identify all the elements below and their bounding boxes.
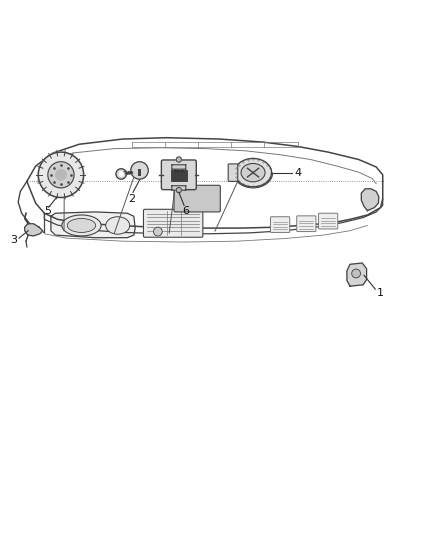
FancyBboxPatch shape	[228, 164, 238, 181]
Ellipse shape	[234, 158, 272, 187]
FancyBboxPatch shape	[172, 185, 186, 190]
Ellipse shape	[62, 215, 101, 236]
Polygon shape	[347, 263, 367, 286]
Circle shape	[131, 161, 148, 179]
Text: 3: 3	[10, 235, 17, 245]
FancyBboxPatch shape	[174, 185, 220, 212]
Circle shape	[352, 269, 360, 278]
Text: SQUIB: SQUIB	[173, 168, 184, 173]
Ellipse shape	[67, 219, 95, 232]
Circle shape	[56, 169, 66, 180]
Bar	[171, 170, 187, 181]
FancyBboxPatch shape	[318, 213, 338, 229]
FancyBboxPatch shape	[297, 216, 316, 231]
Polygon shape	[361, 189, 379, 211]
Ellipse shape	[106, 217, 130, 234]
Text: 5: 5	[44, 206, 51, 216]
Circle shape	[119, 172, 124, 176]
Text: 6: 6	[182, 206, 189, 216]
FancyBboxPatch shape	[144, 209, 203, 237]
Circle shape	[176, 188, 181, 193]
Polygon shape	[25, 224, 42, 236]
Circle shape	[38, 152, 84, 198]
FancyBboxPatch shape	[172, 164, 186, 169]
FancyBboxPatch shape	[161, 160, 196, 190]
Circle shape	[116, 169, 127, 179]
Bar	[138, 169, 141, 176]
Circle shape	[48, 161, 74, 188]
FancyBboxPatch shape	[271, 217, 290, 232]
Text: 2: 2	[128, 194, 135, 204]
Text: 4: 4	[294, 168, 301, 177]
Polygon shape	[51, 212, 135, 238]
Text: 1: 1	[377, 288, 384, 298]
Ellipse shape	[241, 164, 265, 182]
Circle shape	[176, 157, 181, 162]
Circle shape	[153, 227, 162, 236]
